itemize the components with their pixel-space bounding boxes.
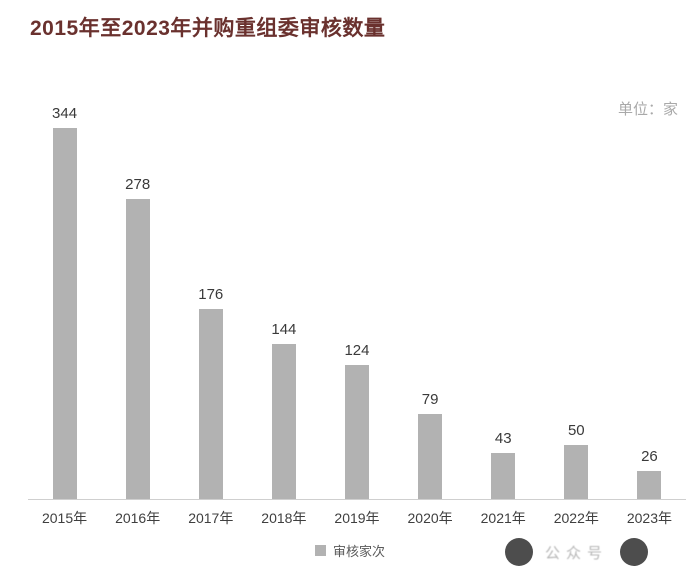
bar	[418, 414, 443, 499]
bar-group: 344	[28, 105, 101, 499]
x-axis-label: 2022年	[553, 510, 599, 526]
legend-label: 审核家次	[332, 544, 385, 559]
watermark-text: 公众号	[544, 544, 608, 562]
bar-group: 278	[101, 176, 174, 499]
plot-area: 344 278 176 144 124 79 43 50 26	[28, 100, 686, 500]
bar	[271, 344, 296, 499]
legend: 审核家次	[0, 541, 700, 560]
bar-value-label: 26	[641, 448, 658, 465]
bar	[637, 471, 662, 499]
bar-group: 144	[247, 321, 320, 499]
bar-group: 176	[174, 286, 247, 499]
bar-value-label: 176	[198, 286, 224, 303]
bar-value-label: 124	[344, 342, 370, 359]
bar-value-label: 43	[494, 430, 512, 447]
x-axis-label: 2017年	[188, 510, 234, 526]
bar-group: 79	[394, 391, 467, 499]
unit-label: 单位：家	[617, 101, 678, 118]
bar	[198, 309, 223, 499]
bar-value-label: 79	[421, 391, 439, 408]
watermark: 公众号	[504, 538, 648, 566]
bar-group: 26	[613, 448, 686, 499]
watermark-left-circle-icon	[504, 538, 533, 566]
bar-group: 124	[320, 342, 393, 499]
legend-swatch-icon	[314, 545, 326, 556]
bar	[344, 365, 369, 499]
bar	[564, 445, 589, 499]
x-axis-label: 2018年	[261, 510, 307, 526]
x-axis-label: 2019年	[334, 510, 380, 526]
bar	[125, 199, 150, 499]
bar-group: 43	[467, 430, 540, 499]
bar-value-label: 344	[52, 105, 78, 122]
x-axis-label: 2015年	[41, 510, 88, 526]
bar	[491, 453, 516, 499]
chart-title: 2015年至2023年并购重组委审核数量	[30, 17, 386, 40]
bar-value-label: 144	[271, 321, 297, 338]
watermark-right-circle-icon	[620, 538, 648, 566]
x-axis-label: 2016年	[115, 510, 161, 526]
x-axis-labels: 2015年 2016年 2017年 2018年 2019年 2020年 2021年 2022年…	[28, 508, 686, 528]
bar	[52, 128, 77, 499]
x-axis-label: 2021年	[480, 510, 526, 526]
x-axis-label: 2023年	[626, 510, 672, 526]
bar-value-label: 50	[567, 422, 585, 439]
x-axis-label: 2020年	[407, 510, 453, 526]
bar-value-label: 278	[125, 176, 151, 193]
bar-group: 50	[540, 422, 613, 499]
